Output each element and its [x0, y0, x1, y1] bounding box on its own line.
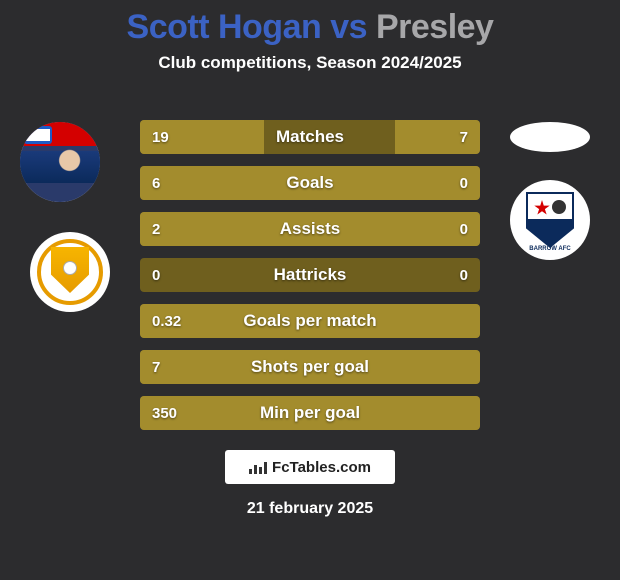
- stat-value-left: 0.32: [152, 313, 181, 330]
- comparison-subtitle: Club competitions, Season 2024/2025: [0, 53, 620, 73]
- stat-label: Assists: [280, 219, 340, 239]
- stat-row: 7 Shots per goal: [140, 350, 480, 384]
- stat-value-right: 0: [460, 175, 468, 192]
- stat-row: 19 7 Matches: [140, 120, 480, 154]
- player-right-photo-blank: [510, 122, 590, 152]
- stats-area: 19 7 Matches 6 0 Goals 2 0 Assists 0 0 Hattricks 0.3…: [140, 120, 480, 442]
- barrow-crest-icon: BARROW AFC: [520, 190, 580, 250]
- mk-dons-icon: [37, 239, 103, 305]
- stat-value-left: 6: [152, 175, 160, 192]
- stat-label: Goals per match: [243, 311, 376, 331]
- stat-value-left: 2: [152, 221, 160, 238]
- stat-row: 0 0 Hattricks: [140, 258, 480, 292]
- brand-text: FcTables.com: [272, 459, 371, 476]
- stat-value-left: 19: [152, 129, 169, 146]
- comparison-date: 21 february 2025: [0, 500, 620, 518]
- stat-value-right: 7: [460, 129, 468, 146]
- stat-row: 0.32 Goals per match: [140, 304, 480, 338]
- brand-badge: FcTables.com: [225, 450, 395, 484]
- stat-value-right: 0: [460, 221, 468, 238]
- stat-value-left: 7: [152, 359, 160, 376]
- stat-label: Matches: [276, 127, 344, 147]
- stat-value-right: 0: [460, 267, 468, 284]
- stat-value-left: 0: [152, 267, 160, 284]
- stat-row: 2 0 Assists: [140, 212, 480, 246]
- club-left-crest: [30, 232, 110, 312]
- stat-label: Min per goal: [260, 403, 360, 423]
- stat-row: 350 Min per goal: [140, 396, 480, 430]
- chart-icon: [249, 460, 267, 474]
- player-left-photo: [20, 122, 100, 202]
- stat-row: 6 0 Goals: [140, 166, 480, 200]
- stat-label: Hattricks: [274, 265, 347, 285]
- comparison-title: Scott Hogan vs Presley: [0, 0, 620, 47]
- stat-label: Shots per goal: [251, 357, 369, 377]
- club-right-crest: BARROW AFC: [510, 180, 590, 260]
- stat-label: Goals: [286, 173, 333, 193]
- photo-placeholder: [20, 122, 100, 202]
- stat-value-left: 350: [152, 405, 177, 422]
